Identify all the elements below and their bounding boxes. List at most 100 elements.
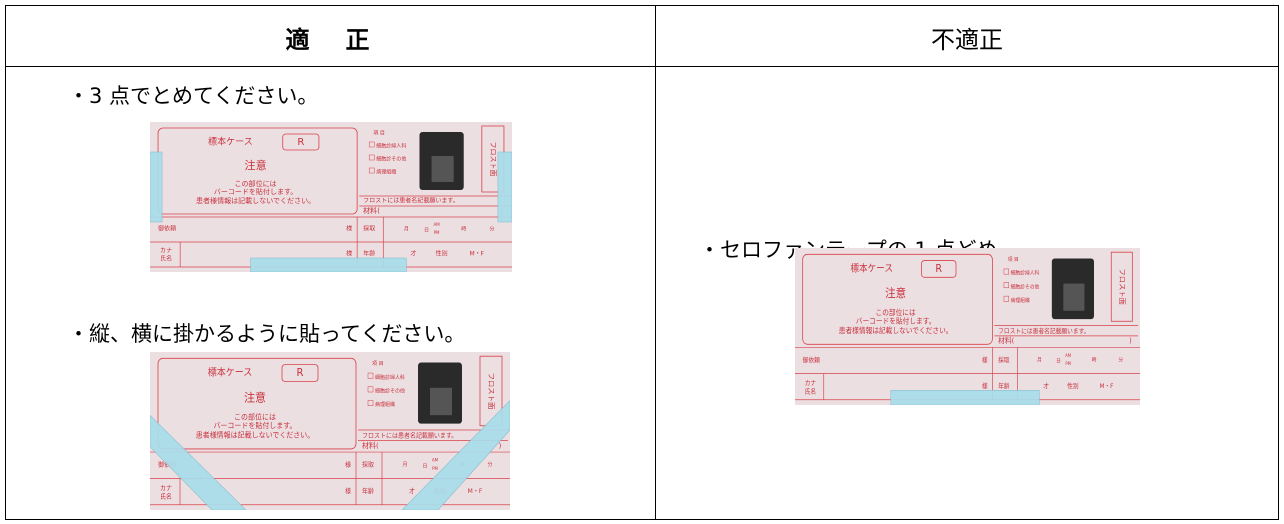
specimen-photo: フロスト面 標本ケース R 注意この部位にはバーコードを貼付します。患者様情報は記載し… bbox=[795, 248, 1140, 405]
card-text: ) bbox=[1129, 336, 1132, 345]
card-text: 御依頼 bbox=[158, 225, 176, 233]
instruction: ・3 点でとめてください。 bbox=[68, 84, 319, 108]
card-text: 細胞診婦人科 bbox=[375, 373, 405, 381]
card-text: AM bbox=[1065, 353, 1071, 358]
card-text: 年齢 bbox=[998, 382, 1009, 390]
frost-panel bbox=[1110, 251, 1133, 322]
code-box bbox=[921, 260, 957, 278]
card-text: 細胞診婦人科 bbox=[1011, 269, 1040, 276]
card-text: 様 bbox=[346, 250, 352, 258]
checkbox bbox=[1003, 282, 1009, 289]
card-text: 注意 bbox=[885, 286, 906, 301]
code-box bbox=[281, 364, 319, 382]
card-text: 病理組織 bbox=[375, 400, 395, 408]
checkbox bbox=[367, 372, 374, 379]
frost-label: フロスト面 bbox=[489, 142, 498, 177]
card-text: PM bbox=[432, 466, 438, 471]
card-text: 注意 bbox=[245, 158, 267, 172]
card-text: PM bbox=[1065, 361, 1071, 366]
frost-label: フロスト面 bbox=[1118, 268, 1127, 305]
card-text: 標本ケース bbox=[850, 262, 893, 275]
card-text: 項 目 bbox=[372, 360, 384, 367]
card-text: 性別 bbox=[1067, 382, 1078, 390]
checkbox bbox=[367, 400, 374, 406]
card-text: 時 bbox=[1092, 357, 1097, 363]
card-text: 年齢 bbox=[363, 250, 375, 258]
frost-label: フロスト面 bbox=[487, 373, 496, 410]
card-text: 病理組織 bbox=[1011, 297, 1030, 304]
card-text: フロストには患者名記載願います。 bbox=[362, 431, 457, 439]
card-text: 細胞診その他 bbox=[376, 156, 406, 163]
card-text: 御依頼 bbox=[803, 356, 820, 364]
header-good: 適 正 bbox=[285, 26, 376, 54]
card-text: 才 bbox=[410, 250, 416, 258]
card-text: 時 bbox=[461, 227, 466, 233]
card-text: R bbox=[297, 137, 304, 148]
card-text: 採取 bbox=[363, 225, 375, 233]
card-text: 月 bbox=[404, 227, 409, 233]
card-text: 日 bbox=[1056, 358, 1061, 364]
card-text: 月 bbox=[1037, 357, 1042, 363]
checkbox bbox=[368, 141, 375, 148]
card-text: 採取 bbox=[362, 461, 374, 469]
specimen-photo: フロスト面 標本ケース R 注意この部位にはバーコードを貼付します。患者様情報は記載し… bbox=[150, 352, 510, 510]
card-text: 分 bbox=[1118, 356, 1123, 363]
notice-box bbox=[157, 357, 357, 450]
card-text: 月 bbox=[402, 461, 407, 468]
card-text: 様 bbox=[345, 461, 351, 469]
card-text: 分 bbox=[487, 460, 492, 468]
card-text: カナ bbox=[160, 248, 172, 255]
card-text: ) bbox=[499, 441, 502, 450]
device-window bbox=[431, 156, 454, 182]
checkbox bbox=[367, 386, 374, 393]
card-text: 注意 bbox=[244, 390, 266, 404]
card-text: 御依頼 bbox=[158, 461, 176, 469]
specimen-photo: フロスト面 標本ケース R 注意この部位にはバーコードを貼付します。患者様情報は記載し… bbox=[150, 122, 512, 272]
card-text: 材料( bbox=[362, 441, 379, 450]
card-text: 患者様情報は記載しないでください。 bbox=[839, 325, 953, 334]
column-divider bbox=[655, 6, 656, 519]
card-text: M・F bbox=[1099, 383, 1114, 390]
checkbox bbox=[368, 154, 375, 161]
tape bbox=[890, 390, 1040, 405]
card-text: 様 bbox=[982, 382, 988, 390]
card-text: AM bbox=[433, 222, 440, 227]
card-text: 細胞診婦人科 bbox=[376, 143, 406, 150]
instruction: ・縦、横に掛かるように貼ってください。 bbox=[68, 322, 466, 346]
card-text: 様 bbox=[346, 225, 352, 233]
card-text: 材料( bbox=[363, 206, 380, 215]
checkbox bbox=[368, 167, 375, 174]
card-text: R bbox=[297, 367, 304, 379]
tape bbox=[150, 151, 163, 223]
card-text: 患者様情報は記載しないでください。 bbox=[196, 430, 315, 439]
card-text: 分 bbox=[489, 226, 494, 233]
card-text: R bbox=[935, 264, 942, 275]
row-divider bbox=[6, 66, 1278, 67]
card-text: 採取 bbox=[998, 356, 1009, 364]
card-text: 日 bbox=[422, 462, 427, 469]
device-window bbox=[430, 387, 452, 416]
header-bad: 不適正 bbox=[931, 26, 1003, 54]
card-text: この部位には bbox=[876, 308, 916, 317]
card-text: フロストには患者名記載願います。 bbox=[998, 327, 1089, 335]
card-text: M・F bbox=[468, 488, 483, 495]
card-text: 細胞診その他 bbox=[1011, 283, 1040, 290]
card-text: 日 bbox=[424, 228, 429, 234]
card-text: この部位には bbox=[234, 412, 276, 421]
card-text: 様 bbox=[345, 487, 351, 495]
card-text: バーコードを貼付します。 bbox=[214, 187, 298, 196]
card-text: 氏名 bbox=[805, 387, 816, 395]
card-text: バーコードを貼付します。 bbox=[856, 316, 936, 325]
card-text: M・F bbox=[469, 251, 484, 258]
card-text: この部位には bbox=[235, 179, 277, 188]
card-text: 様 bbox=[982, 356, 988, 364]
card-text: PM bbox=[434, 230, 440, 235]
checkbox bbox=[1003, 268, 1009, 275]
notice-box bbox=[802, 253, 993, 345]
card-text: 標本ケース bbox=[208, 136, 253, 148]
card-text: AM bbox=[432, 457, 439, 462]
card-text: 氏名 bbox=[160, 255, 172, 263]
card-text: 細胞診その他 bbox=[375, 386, 405, 394]
card-text: 氏名 bbox=[160, 492, 172, 500]
